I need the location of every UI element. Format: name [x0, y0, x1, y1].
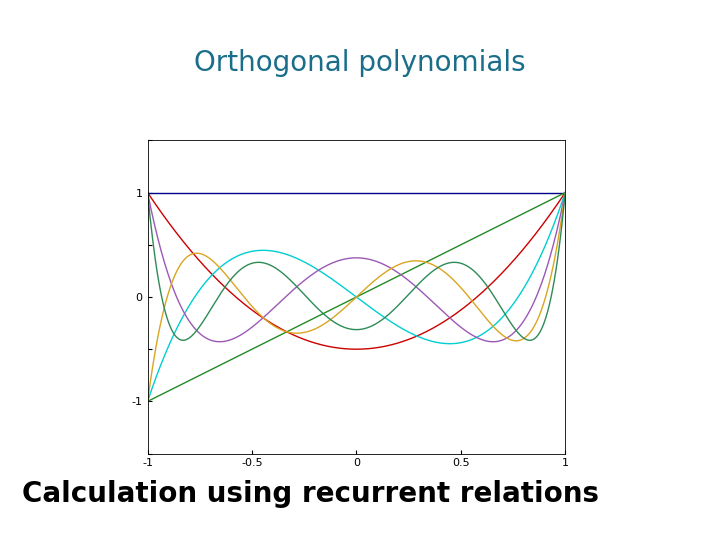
- Text: Calculation using recurrent relations: Calculation using recurrent relations: [22, 480, 598, 508]
- Text: Orthogonal polynomials: Orthogonal polynomials: [194, 49, 526, 77]
